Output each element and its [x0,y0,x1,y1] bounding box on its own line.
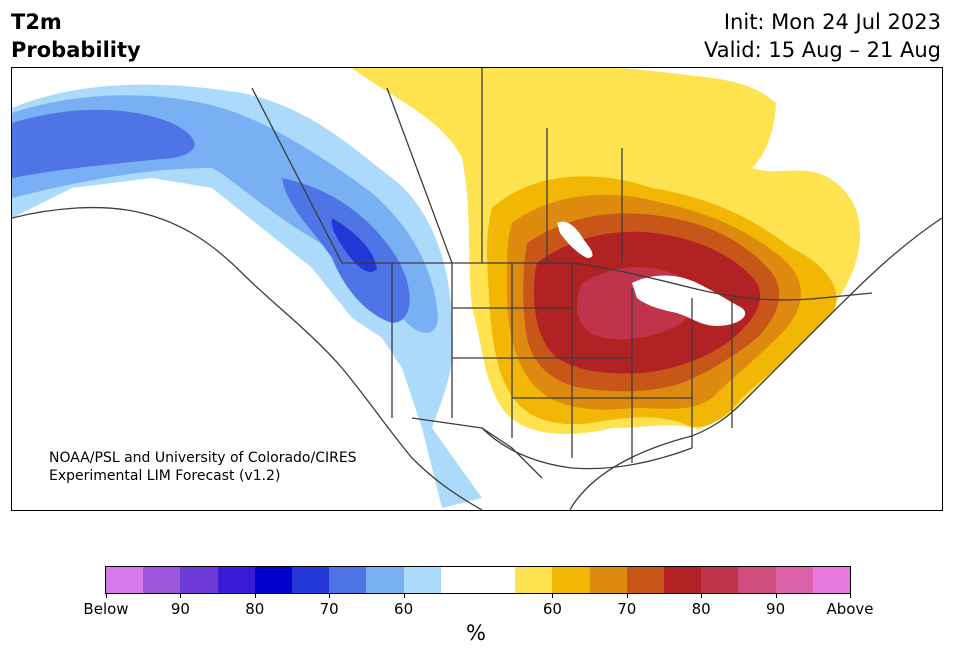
colorbar-swatch [775,567,813,593]
credit-line-2: Experimental LIM Forecast (v1.2) [49,468,281,484]
colorbar-swatch [552,567,590,593]
colorbar-swatch [440,567,479,593]
colorbar-tick-mark [106,593,107,598]
colorbar-swatch [329,567,367,593]
map-svg [12,68,942,510]
colorbar-tick-label: 70 [617,600,637,618]
us-mexico-border [411,417,543,479]
west-coastline [12,206,483,510]
colorbar-swatch [515,567,553,593]
map-title-block: T2m Probability [11,8,141,64]
colorbar-tick-mark [850,593,851,598]
colorbar-tick-label: 70 [319,600,339,618]
credit-text: NOAA/PSL and University of Colorado/CIRE… [49,449,357,485]
credit-line-1: NOAA/PSL and University of Colorado/CIRE… [49,450,357,466]
colorbar-tick-mark [180,593,182,598]
forecast-map [11,67,943,511]
colorbar-swatch [701,567,739,593]
colorbar-tick-mark [701,593,703,598]
colorbar-swatch [812,567,851,593]
colorbar-tick-mark [552,593,554,598]
great-lakes [632,275,746,326]
gulf-coastline [481,427,693,470]
colorbar-tick-label: 80 [245,600,265,618]
colorbar-swatch [626,567,665,593]
colorbar-tick-label: Above [826,600,874,618]
us-canada-border [342,262,873,301]
below-90-region [331,218,377,273]
colorbar-tick-label: 60 [394,600,414,618]
colorbar-swatch [180,567,218,593]
east-coastline [569,217,942,510]
colorbar-tick-label: 80 [691,600,711,618]
colorbar-swatch [366,567,404,593]
colorbar-tick-mark [329,593,331,598]
colorbar-swatch [664,567,702,593]
map-outlines [12,68,942,510]
lake-winnipeg [557,221,593,258]
ocean-pacific-gulf [12,211,432,510]
colorbar-swatch [217,567,255,593]
province-lines [251,68,623,264]
metric-label: Probability [11,38,141,62]
variable-label: T2m [11,10,62,34]
date-block: Init: Mon 24 Jul 2023 Valid: 15 Aug – 21… [704,8,941,64]
colorbar-tick-mark [775,593,777,598]
colorbar-swatch [106,567,144,593]
colorbar-unit: % [466,621,486,645]
colorbar-swatch [254,567,293,593]
hudson-bay [622,68,942,208]
colorbar-tick-mark [403,593,405,598]
below-80-region [12,109,410,323]
colorbar-tick-label: 90 [170,600,190,618]
colorbar-tick-mark [254,593,256,598]
valid-range: Valid: 15 Aug – 21 Aug [703,38,941,62]
colorbar-tick-label: 90 [766,600,786,618]
colorbar-swatch [143,567,181,593]
colorbar-swatch [403,567,441,593]
init-date: Init: Mon 24 Jul 2023 [723,10,941,34]
colorbar-swatch [292,567,330,593]
colorbar-tick-label: 60 [542,600,562,618]
ocean-atlantic [572,218,942,510]
colorbar-swatch [478,567,516,593]
colorbar-swatch [589,567,627,593]
state-lines [391,263,733,463]
colorbar-tick-label: Below [83,600,129,618]
colorbar [105,566,851,594]
colorbar-tick-mark [626,593,628,598]
colorbar-swatch [738,567,776,593]
